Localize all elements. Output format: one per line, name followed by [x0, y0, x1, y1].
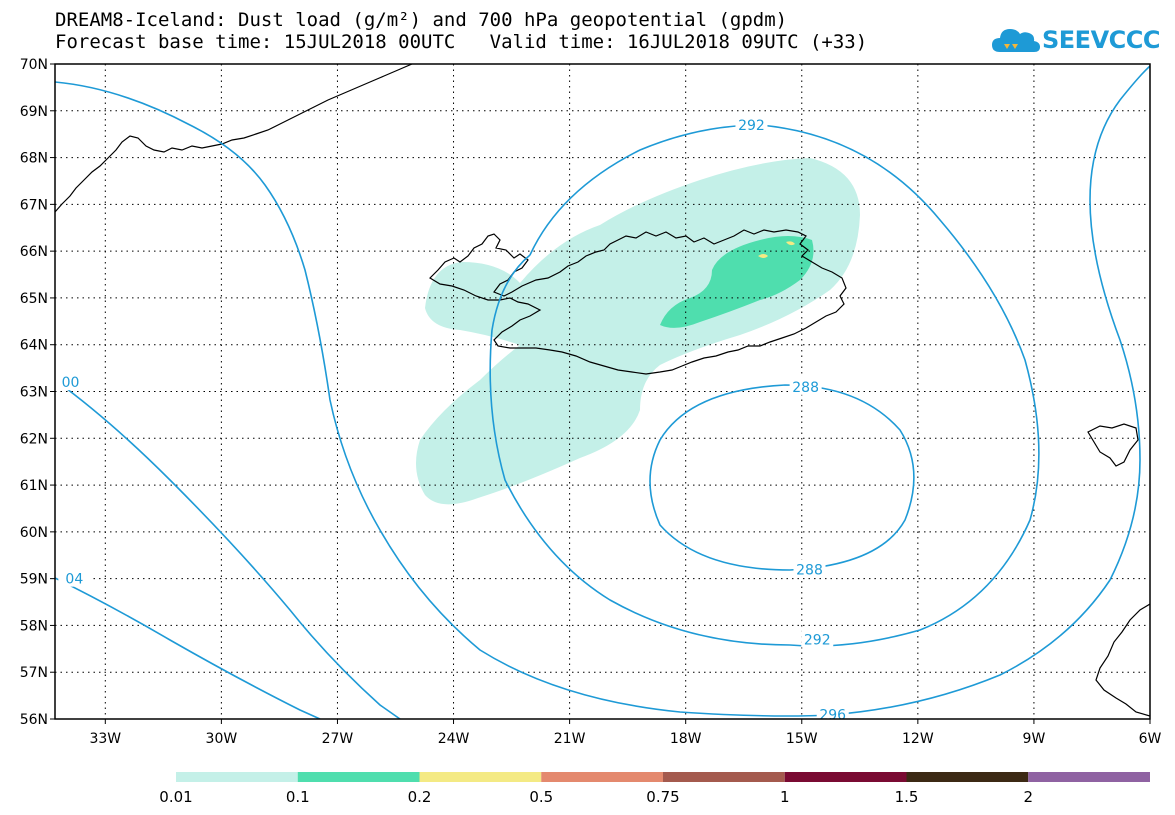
dust-area-light: [416, 158, 860, 505]
contour-label-bg: [789, 376, 822, 395]
lat-label: 60N: [20, 525, 48, 541]
contour-304: [55, 577, 321, 719]
lat-label: 67N: [20, 197, 48, 213]
map-title-line-1: DREAM8-Iceland: Dust load (g/m²) and 700…: [55, 9, 788, 31]
contour-label: 292: [738, 118, 765, 134]
contour-label: 04: [65, 572, 83, 588]
lat-label: 68N: [20, 151, 48, 167]
contour-label-bg: [793, 559, 826, 578]
latitude-labels: 70N 69N 68N 67N 66N 65N 64N 63N 62N 61N 60N 59N 58N 5…: [20, 57, 55, 728]
contour-296: [55, 65, 1150, 717]
legend-swatch: [906, 772, 1029, 782]
legend-swatch: [663, 772, 785, 782]
seevccc-logo: SEEVCCC: [990, 20, 1161, 60]
coastline-greenland: [55, 64, 413, 213]
lat-label: 66N: [20, 244, 48, 260]
lat-label: 58N: [20, 618, 48, 634]
legend-swatch: [176, 772, 298, 782]
contour-label: 00: [62, 375, 80, 391]
contour-label: 288: [792, 380, 819, 396]
legend-label: 0.5: [529, 788, 553, 806]
lon-label: 15W: [786, 731, 818, 747]
lat-label: 65N: [20, 291, 48, 307]
cloud-icon: [992, 29, 1040, 52]
legend-swatch: [419, 772, 542, 782]
contour-label-bg: [816, 704, 849, 723]
longitude-labels: 33W 30W 27W 24W 21W 18W 15W 12W 9W 6W: [89, 719, 1162, 747]
logo-text: SEEVCCC: [1042, 26, 1161, 54]
lat-label: 70N: [20, 57, 48, 73]
lat-label: 56N: [20, 712, 48, 728]
legend-label: 0.01: [159, 788, 192, 806]
lon-label: 21W: [554, 731, 586, 747]
legend-swatch: [541, 772, 663, 782]
lon-label: 30W: [206, 731, 238, 747]
lat-label: 62N: [20, 431, 48, 447]
legend-label: 1.5: [895, 788, 919, 806]
contour-300: [55, 379, 401, 719]
legend-label: 1: [780, 788, 790, 806]
contour-label-bg: [801, 629, 834, 648]
map-gridlines: [55, 64, 1150, 719]
lon-label: 6W: [1139, 731, 1162, 747]
contour-label-bg: [735, 114, 768, 133]
coastline-faroe: [1087, 423, 1139, 467]
lon-label: 12W: [902, 731, 934, 747]
lat-label: 57N: [20, 665, 48, 681]
lon-label: 27W: [322, 731, 354, 747]
contour-label: 296: [819, 707, 846, 723]
legend-label: 0.2: [408, 788, 432, 806]
lon-label: 18W: [670, 731, 702, 747]
lon-label: 9W: [1023, 731, 1046, 747]
lat-label: 63N: [20, 385, 48, 401]
legend-label: 0.1: [286, 788, 310, 806]
legend-label: 0.75: [646, 788, 679, 806]
coastline-scotland: [1095, 603, 1150, 717]
lat-label: 64N: [20, 338, 48, 354]
dust-area-medium: [660, 236, 814, 328]
lon-label: 24W: [438, 731, 470, 747]
legend-swatch: [297, 772, 420, 782]
lat-label: 61N: [20, 478, 48, 494]
lon-label: 33W: [89, 731, 121, 747]
dust-load-legend: 0.01 0.1 0.2 0.5 0.75 1 1.5 2: [159, 772, 1150, 806]
contour-label: 292: [804, 632, 831, 648]
contour-288: [649, 384, 915, 571]
legend-swatch: [1028, 772, 1150, 782]
legend-label: 2: [1023, 788, 1033, 806]
dust-area-high: [758, 241, 795, 258]
lat-label: 69N: [20, 104, 48, 120]
contour-label-bg: [58, 568, 91, 587]
contour-label: 288: [796, 562, 823, 578]
dust-load-shading: [416, 158, 860, 505]
map-title-line-2: Forecast base time: 15JUL2018 00UTC Vali…: [55, 31, 868, 53]
lat-label: 59N: [20, 572, 48, 588]
contour-label-bg: [54, 372, 87, 391]
contour-labels: 292 288 288 292 296 00 04: [54, 114, 849, 723]
legend-swatch: [784, 772, 907, 782]
